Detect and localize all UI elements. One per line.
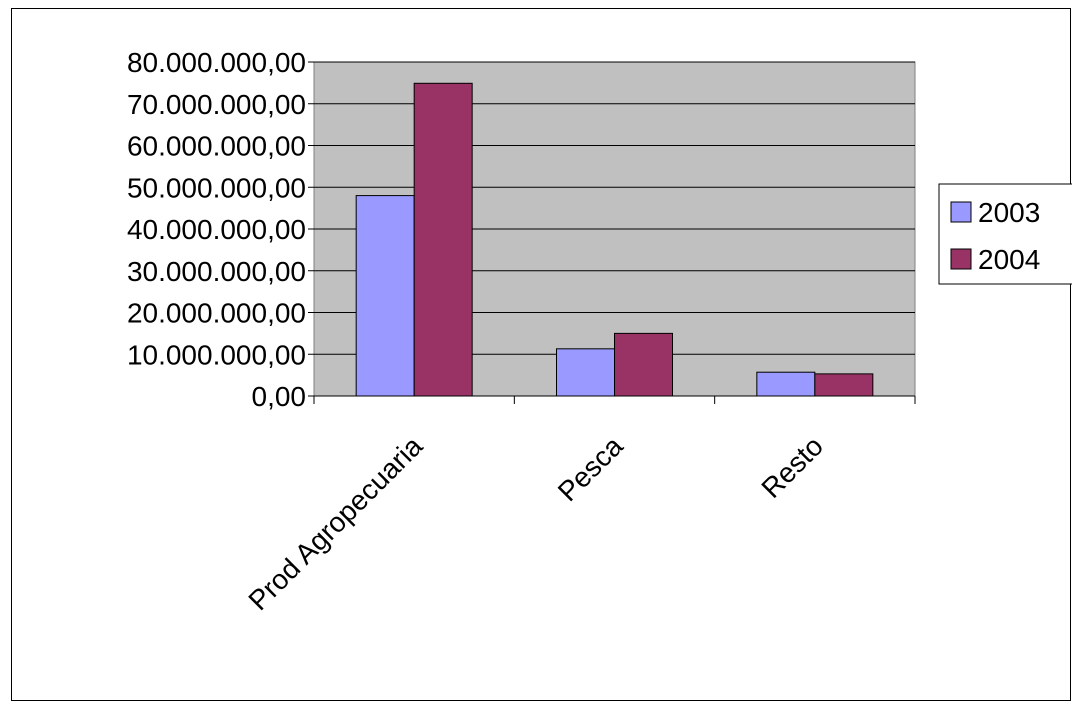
x-axis-ticks bbox=[313, 396, 916, 404]
y-tick-label: 10.000.000,00 bbox=[127, 339, 306, 370]
x-axis-category-labels: Prod Agropecuaria Pesca Resto bbox=[242, 430, 829, 616]
y-tick-label: 60.000.000,00 bbox=[127, 131, 306, 162]
bar-2004-1 bbox=[614, 332, 673, 397]
y-tick-label: 30.000.000,00 bbox=[127, 256, 306, 287]
category-label: Resto bbox=[755, 430, 829, 504]
legend-swatch-2004 bbox=[950, 248, 972, 270]
legend: 2003 2004 bbox=[938, 183, 1072, 285]
bar-2003-0 bbox=[355, 195, 415, 397]
category-label: Pesca bbox=[552, 430, 629, 507]
bars bbox=[355, 82, 874, 397]
y-axis-tick-labels: 0,00 10.000.000,00 20.000.000,00 30.000.000… bbox=[127, 47, 314, 412]
y-tick-label: 40.000.000,00 bbox=[127, 214, 306, 245]
legend-swatch-2003 bbox=[950, 201, 972, 223]
bar-2003-2 bbox=[756, 371, 816, 397]
bar-2004-0 bbox=[413, 82, 473, 397]
y-tick-label: 70.000.000,00 bbox=[127, 89, 306, 120]
y-tick-label: 20.000.000,00 bbox=[127, 298, 306, 329]
legend-label-2003: 2003 bbox=[978, 197, 1040, 228]
bar-2004-2 bbox=[814, 373, 874, 397]
legend-label-2004: 2004 bbox=[978, 244, 1040, 275]
y-tick-label: 80.000.000,00 bbox=[127, 47, 306, 78]
bar-2003-1 bbox=[556, 348, 615, 397]
category-label: Prod Agropecuaria bbox=[242, 430, 428, 616]
y-tick-label: 50.000.000,00 bbox=[127, 172, 306, 203]
y-tick-label: 0,00 bbox=[252, 381, 307, 412]
bar-chart: 0,00 10.000.000,00 20.000.000,00 30.000.000… bbox=[127, 47, 1072, 616]
chart-frame: 0,00 10.000.000,00 20.000.000,00 30.000.000… bbox=[11, 8, 1072, 701]
